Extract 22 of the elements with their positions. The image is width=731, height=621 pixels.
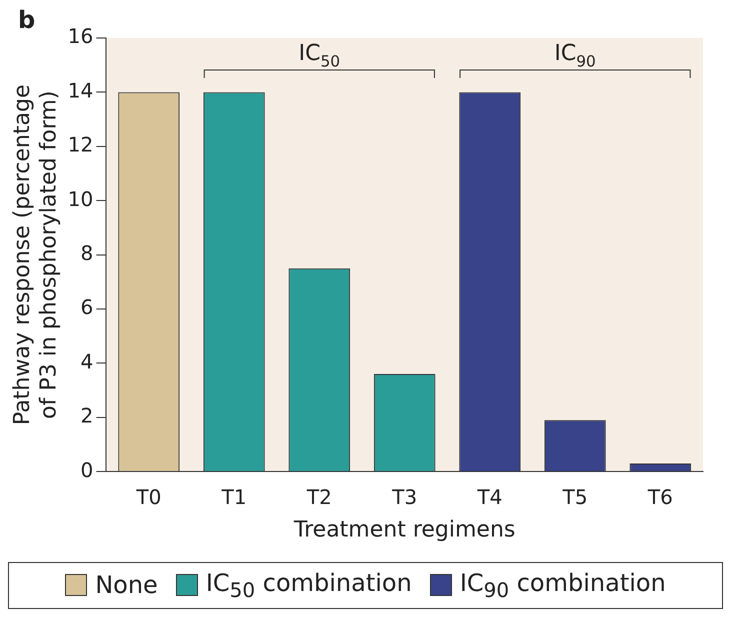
x-tick-label: T0 [135, 484, 162, 509]
x-tick-label: T4 [476, 484, 502, 509]
x-tick-label: T3 [391, 484, 418, 509]
y-tick-label: 4 [80, 349, 94, 374]
y-axis-title: Pathway response (percentage of P3 in phosphorylated form) [10, 84, 62, 426]
x-tick-label: T2 [306, 484, 332, 509]
y-tick-label: 12 [68, 132, 94, 157]
x-axis-title: Treatment regimens [292, 518, 516, 543]
y-tick-label: 0 [80, 458, 94, 482]
text: b [18, 6, 36, 34]
legend-label: IC$_{90}$ combination [460, 569, 666, 602]
y-tick-label: 14 [68, 78, 94, 102]
y-tick-label: 16 [68, 24, 94, 48]
y-tick-label: 10 [68, 186, 94, 211]
x-tick-label: T5 [562, 484, 588, 509]
x-tick-label: T6 [646, 484, 673, 509]
y-tick-label: 6 [80, 295, 94, 320]
legend-label: None [95, 571, 158, 600]
x-tick-label: T1 [220, 484, 247, 509]
legend-label: IC$_{50}$ combination [206, 569, 412, 602]
y-tick-label: 8 [80, 241, 94, 266]
y-tick-label: 2 [80, 404, 94, 428]
